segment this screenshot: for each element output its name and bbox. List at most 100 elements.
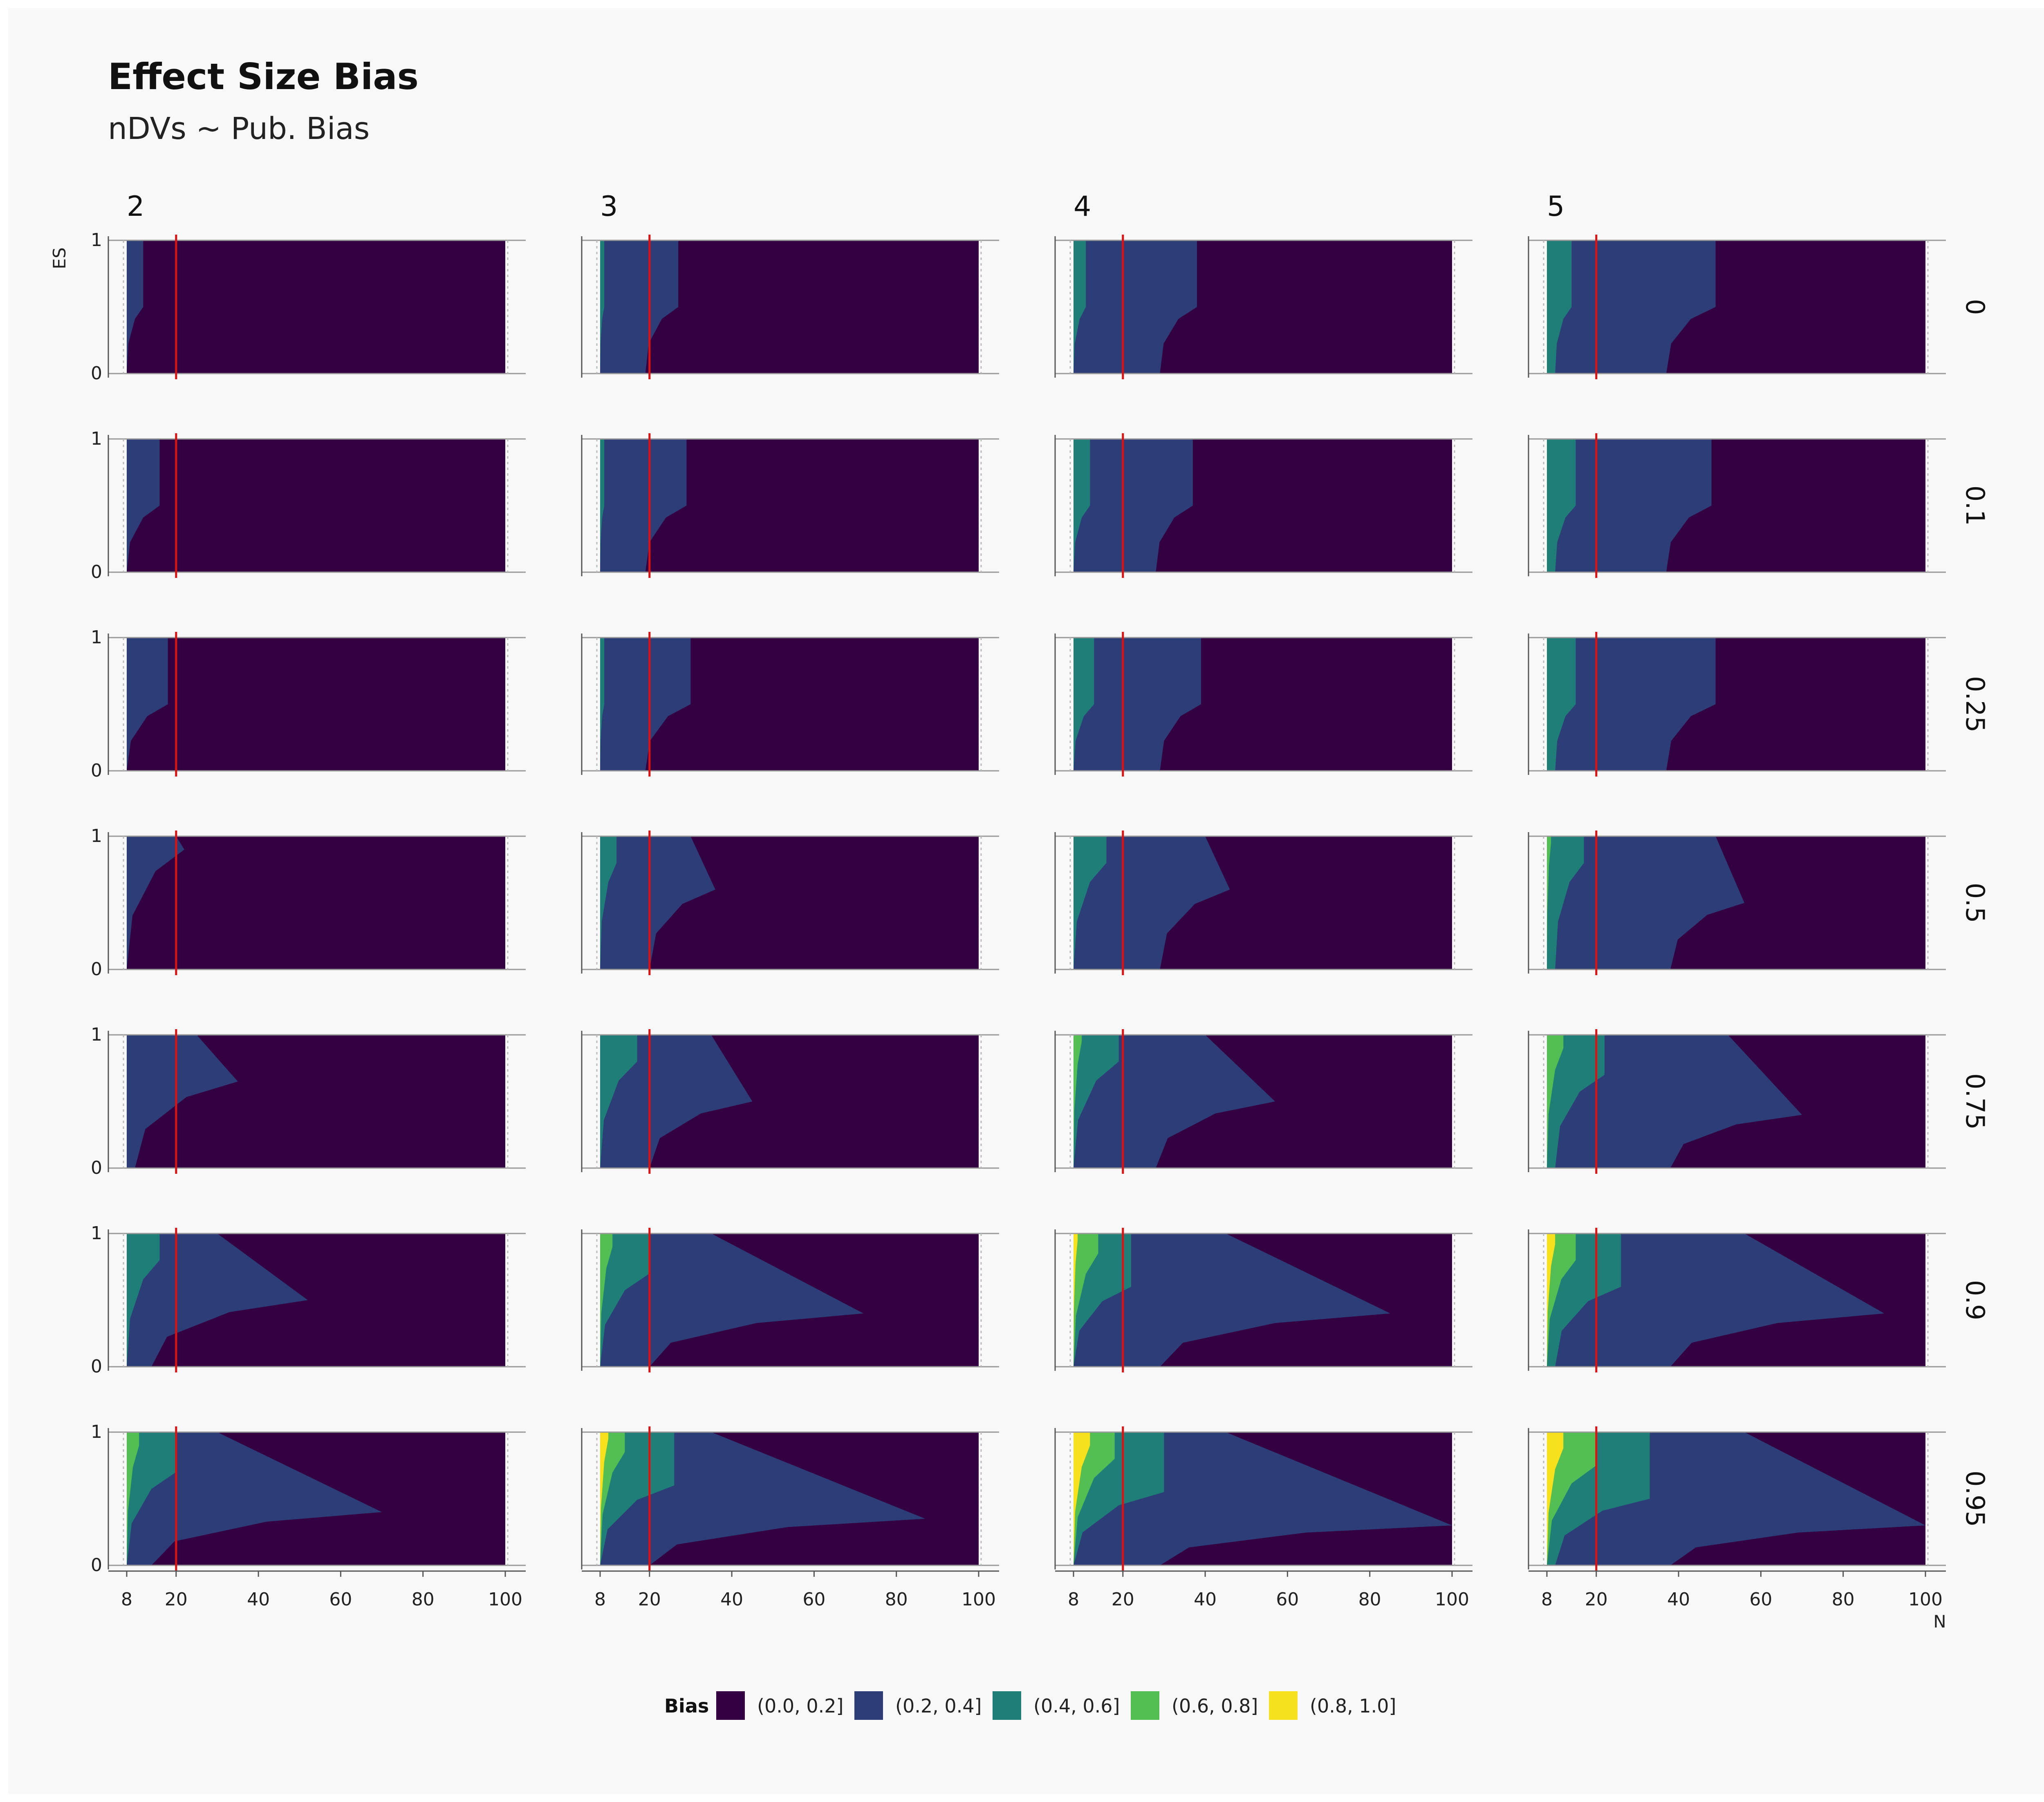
bias-region-2 — [1547, 1035, 1605, 1168]
bias-region-1 — [1074, 1432, 1452, 1565]
bias-region-3 — [1547, 1432, 1596, 1565]
y-tick-label: 1 — [91, 826, 102, 846]
x-tick-label: 60 — [1749, 1589, 1772, 1610]
bias-region-1 — [127, 240, 143, 374]
bias-region-1 — [1547, 1035, 1802, 1168]
legend-swatch — [854, 1691, 883, 1720]
chart-title: Effect Size Bias — [108, 56, 419, 98]
bias-region-4 — [1074, 1432, 1090, 1565]
bias-region-1 — [1547, 439, 1712, 572]
bias-region-4 — [1547, 1432, 1564, 1565]
bias-region-3 — [600, 1233, 613, 1367]
bias-region-3 — [1547, 1233, 1576, 1367]
bias-region-2 — [1547, 638, 1576, 771]
x-tick-label: 20 — [165, 1589, 188, 1610]
row-facet-label: 0.75 — [1960, 1073, 1990, 1130]
bias-region-2 — [1074, 638, 1094, 771]
x-tick-label: 60 — [329, 1589, 352, 1610]
facet-panel: 01 — [91, 826, 526, 980]
column-facet-label: 4 — [1074, 190, 1091, 223]
facet-panel — [1528, 235, 1946, 379]
legend-label: (0.0, 0.2] — [757, 1695, 843, 1717]
bias-region-1 — [1074, 638, 1201, 771]
bias-region-1 — [1074, 836, 1230, 969]
bias-region-0 — [127, 836, 505, 969]
bias-region-0 — [127, 240, 505, 374]
facet-panel — [1528, 1228, 1946, 1372]
x-tick-label: 40 — [720, 1589, 743, 1610]
x-tick-label: 8 — [1541, 1589, 1553, 1610]
facet-panel: 01 — [91, 1421, 526, 1576]
bias-region-3 — [1074, 1035, 1082, 1168]
legend-label: (0.2, 0.4] — [895, 1695, 982, 1717]
y-tick-label: 0 — [91, 1356, 102, 1377]
x-tick-label: 80 — [1832, 1589, 1855, 1610]
chart-subtitle: nDVs ~ Pub. Bias — [108, 111, 370, 146]
bias-region-3 — [1547, 836, 1551, 969]
facet-panel — [581, 1029, 999, 1174]
legend-swatch — [716, 1691, 745, 1720]
y-tick-label: 1 — [91, 230, 102, 251]
row-facet-label: 0 — [1960, 299, 1990, 315]
legend-label: (0.4, 0.6] — [1033, 1695, 1120, 1717]
x-tick-label: 100 — [488, 1589, 522, 1610]
facet-panel — [581, 433, 999, 578]
bias-region-1 — [1547, 1233, 1885, 1367]
facet-panel — [1528, 1029, 1946, 1174]
row-facet-labels: 0 0.1 0.25 0.5 0.75 0.9 0.95 — [1960, 299, 1990, 1527]
x-tick-label: 40 — [247, 1589, 270, 1610]
x-tick-label: 20 — [1585, 1589, 1608, 1610]
x-tick-label: 80 — [1358, 1589, 1381, 1610]
column-facet-label: 2 — [127, 190, 144, 223]
x-tick-label: 8 — [594, 1589, 606, 1610]
facet-panel — [581, 1228, 999, 1372]
facet-panel — [1528, 632, 1946, 777]
facet-panel — [1054, 235, 1472, 379]
x-tick-label: 20 — [1112, 1589, 1134, 1610]
facet-panel — [1528, 1426, 1946, 1571]
x-tick-label: 80 — [885, 1589, 908, 1610]
bias-region-1 — [127, 1432, 382, 1565]
facet-panel — [581, 632, 999, 777]
y-tick-label: 0 — [91, 1157, 102, 1178]
x-tick-label: 8 — [121, 1589, 132, 1610]
y-tick-label: 0 — [91, 760, 102, 781]
facet-panel — [1528, 830, 1946, 975]
bias-region-3 — [600, 1432, 625, 1565]
facet-panel — [1528, 433, 1946, 578]
row-facet-label: 0.95 — [1960, 1471, 1990, 1527]
bias-region-2 — [600, 240, 605, 374]
column-facet-label: 3 — [600, 190, 618, 223]
facet-panel: 01 — [91, 230, 526, 384]
bias-region-2 — [1074, 1035, 1119, 1168]
bias-region-1 — [1547, 240, 1716, 374]
bias-region-2 — [1547, 240, 1572, 374]
bias-region-2 — [600, 638, 605, 771]
bias-region-3 — [1074, 1233, 1098, 1367]
bias-region-1 — [600, 1432, 926, 1565]
facet-panel — [581, 830, 999, 975]
bias-region-2 — [600, 1432, 675, 1565]
legend-swatch — [993, 1691, 1021, 1720]
y-tick-label: 1 — [91, 627, 102, 648]
facet-panel — [1054, 632, 1472, 777]
bias-region-1 — [600, 1233, 864, 1367]
x-tick-label: 20 — [638, 1589, 661, 1610]
bias-region-3 — [1547, 1035, 1564, 1168]
bias-region-1 — [127, 1035, 238, 1168]
facet-panel — [1054, 1426, 1472, 1571]
y-tick-label: 0 — [91, 959, 102, 980]
bias-region-3 — [1074, 1432, 1115, 1565]
bias-region-2 — [600, 836, 617, 969]
facet-panel — [1054, 433, 1472, 578]
bias-region-0 — [127, 638, 505, 771]
legend-label: (0.8, 1.0] — [1310, 1695, 1396, 1717]
legend: Bias (0.0, 0.2] (0.2, 0.4] (0.4, 0.6] (0.6,… — [664, 1691, 1396, 1720]
bias-region-1 — [1547, 638, 1716, 771]
facet-panel: 01 — [91, 627, 526, 781]
bias-region-1 — [1074, 240, 1197, 374]
bias-region-2 — [1547, 836, 1584, 969]
bias-region-1 — [1074, 1233, 1390, 1367]
facet-panel: 01 — [91, 1024, 526, 1178]
